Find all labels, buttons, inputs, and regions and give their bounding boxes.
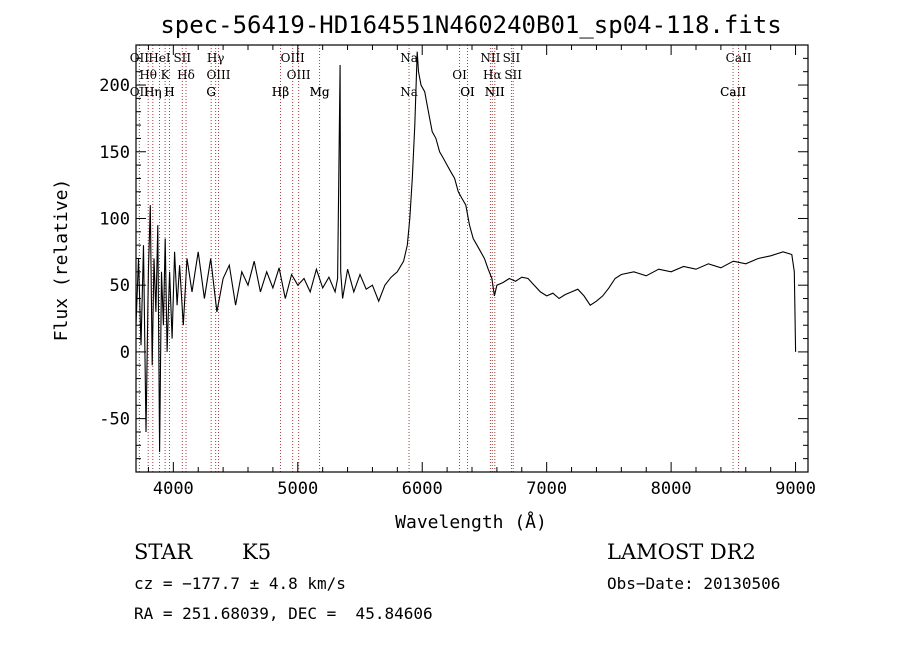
spectral-line-label: Hβ	[272, 85, 289, 99]
spectral-line-label: Hα	[483, 68, 502, 82]
coordinates: RA = 251.68039, DEC = 45.84606	[134, 604, 433, 623]
spectral-line-label-lower: CaII	[720, 85, 746, 99]
spectral-line-label: Hγ	[207, 51, 225, 65]
redshift-velocity: cz = −177.7 ± 4.8 km/s	[134, 574, 346, 593]
x-tick-label: 5000	[277, 479, 318, 499]
spectral-line-label: SII	[173, 51, 191, 65]
plot-area: OIIOIIHθHηHηHeIKHHSIIHδGGHγOIIIHβHβOIIIO…	[99, 44, 816, 499]
y-axis-label: Flux (relative)	[51, 179, 72, 342]
spectral-line-label: NII	[480, 51, 500, 65]
spectral-line-label: Hθ	[139, 68, 157, 82]
spectral-line-label: Na	[400, 51, 418, 65]
y-tick-label: 150	[99, 143, 130, 163]
spectral-line-label-lower: H	[164, 85, 174, 99]
chart-title: spec-56419-HD164551N460240B01_sp04-118.f…	[160, 11, 781, 39]
spectral-line-label: SII	[504, 68, 522, 82]
survey-name: LAMOST DR2	[607, 540, 756, 564]
spectral-line-label: Mg	[310, 85, 330, 99]
spectral-line-label: OI	[460, 85, 475, 99]
spectral-line-label: Hη	[144, 85, 162, 99]
spectral-line-label-lower: Mg	[310, 85, 330, 99]
spectrum-series-line	[135, 51, 797, 453]
spectral-line-label: H	[164, 85, 174, 99]
spectral-line-label: Hδ	[177, 68, 195, 82]
spectral-line-label: OI	[452, 68, 467, 82]
spectral-line-label: NII	[485, 85, 505, 99]
y-tick-label: -50	[99, 410, 130, 430]
spectral-line-label-lower: Hβ	[272, 85, 289, 99]
spectral-line-label: CaII	[726, 51, 752, 65]
spectral-line-label: K	[161, 68, 171, 82]
spectral-line-label-lower: OII	[130, 85, 150, 99]
object-subclass: K5	[242, 540, 272, 564]
x-axis-label: Wavelength (Å)	[395, 511, 547, 533]
spectral-line-label: OIII	[206, 68, 230, 82]
spectral-line-label-lower: Hη	[144, 85, 162, 99]
spectral-line-label: CaII	[720, 85, 746, 99]
y-tick-label: 100	[99, 209, 130, 229]
spectral-line-label-lower: OI	[460, 85, 475, 99]
plot-frame	[135, 44, 809, 473]
observation-date: Obs−Date: 20130506	[607, 574, 781, 593]
spectral-line-label: HeI	[148, 51, 171, 65]
spectral-line-label-lower: Na	[400, 85, 418, 99]
spectral-line-label: G	[206, 85, 216, 99]
spectral-line-label-lower: NII	[485, 85, 505, 99]
y-tick-label: 50	[110, 276, 130, 296]
spectral-line-label: OIII	[281, 51, 305, 65]
object-class: STAR	[134, 540, 193, 564]
spectral-line-label-lower: G	[206, 85, 216, 99]
x-tick-label: 4000	[153, 479, 194, 499]
x-tick-label: 9000	[775, 479, 816, 499]
y-tick-label: 200	[99, 76, 130, 96]
x-tick-label: 7000	[526, 479, 567, 499]
x-tick-label: 6000	[402, 479, 443, 499]
spectral-line-label: OIII	[287, 68, 311, 82]
spectral-line-label: SII	[503, 51, 521, 65]
x-tick-label: 8000	[651, 479, 692, 499]
y-tick-label: 0	[120, 343, 130, 363]
